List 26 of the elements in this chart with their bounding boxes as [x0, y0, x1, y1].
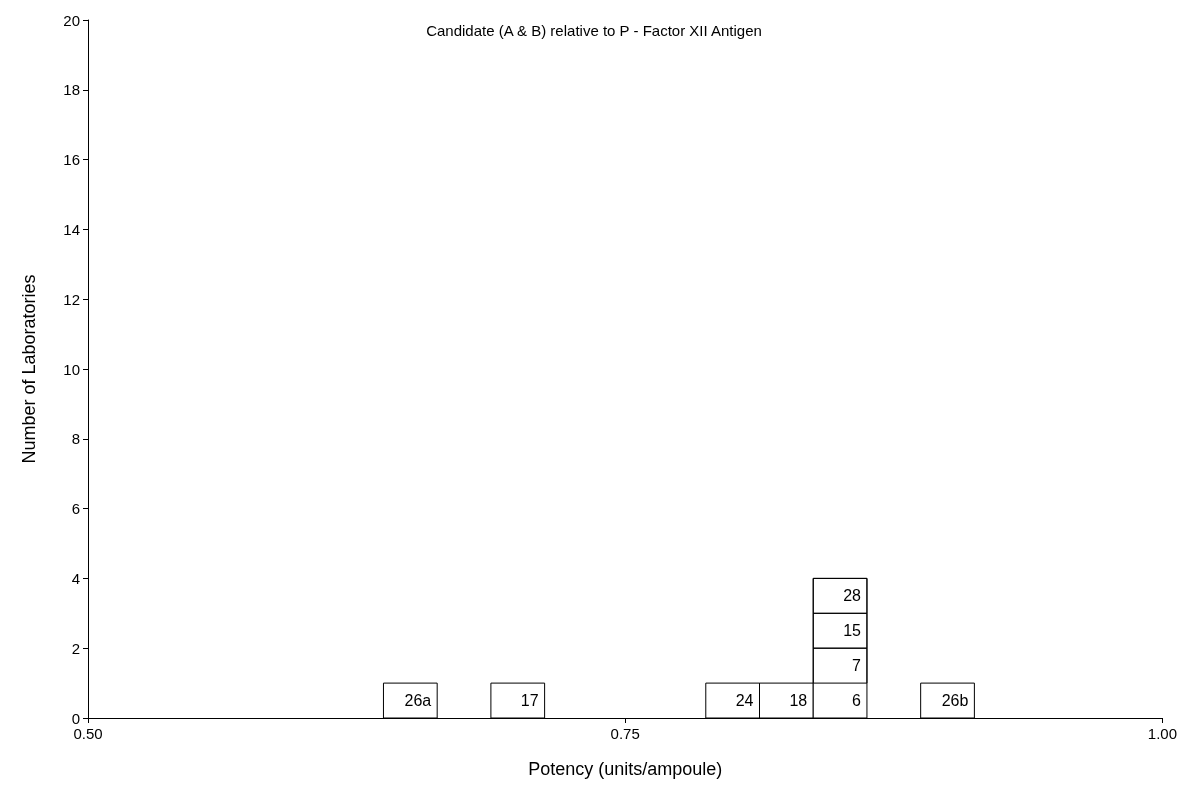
- y-tick-label: 0: [71, 709, 80, 727]
- y-tick-label: 18: [63, 81, 80, 99]
- annotation: 26a: [404, 692, 432, 710]
- x-axis-title: Potency (units/ampoule): [528, 759, 723, 779]
- x-tick-label: 0.50: [73, 725, 103, 742]
- y-tick-label: 8: [71, 430, 80, 448]
- y-tick-label: 4: [71, 569, 80, 587]
- y-tick-label: 16: [63, 151, 80, 169]
- x-tick-label: 1.00: [1147, 725, 1177, 742]
- y-tick-label: 12: [63, 290, 80, 308]
- annotation: 15: [843, 622, 862, 640]
- annotation: 28: [843, 587, 862, 605]
- x-tick-label: 0.75: [610, 725, 640, 742]
- chart-title: Candidate (A & B) relative to P - Factor XII Antigen: [426, 22, 762, 39]
- annotation: 17: [520, 692, 539, 710]
- y-tick-label: 2: [71, 639, 80, 657]
- annotation: 26b: [941, 692, 969, 710]
- annotation: 7: [852, 657, 862, 675]
- annotation: 6: [852, 692, 862, 710]
- annotation: 18: [789, 692, 808, 710]
- y-axis-title: Number of Laboratories: [19, 274, 39, 464]
- y-tick-label: 6: [71, 500, 80, 518]
- y-tick-label: 10: [63, 360, 80, 378]
- y-tick-label: 14: [63, 220, 80, 238]
- y-tick-label: 20: [63, 11, 80, 29]
- annotation: 24: [735, 692, 754, 710]
